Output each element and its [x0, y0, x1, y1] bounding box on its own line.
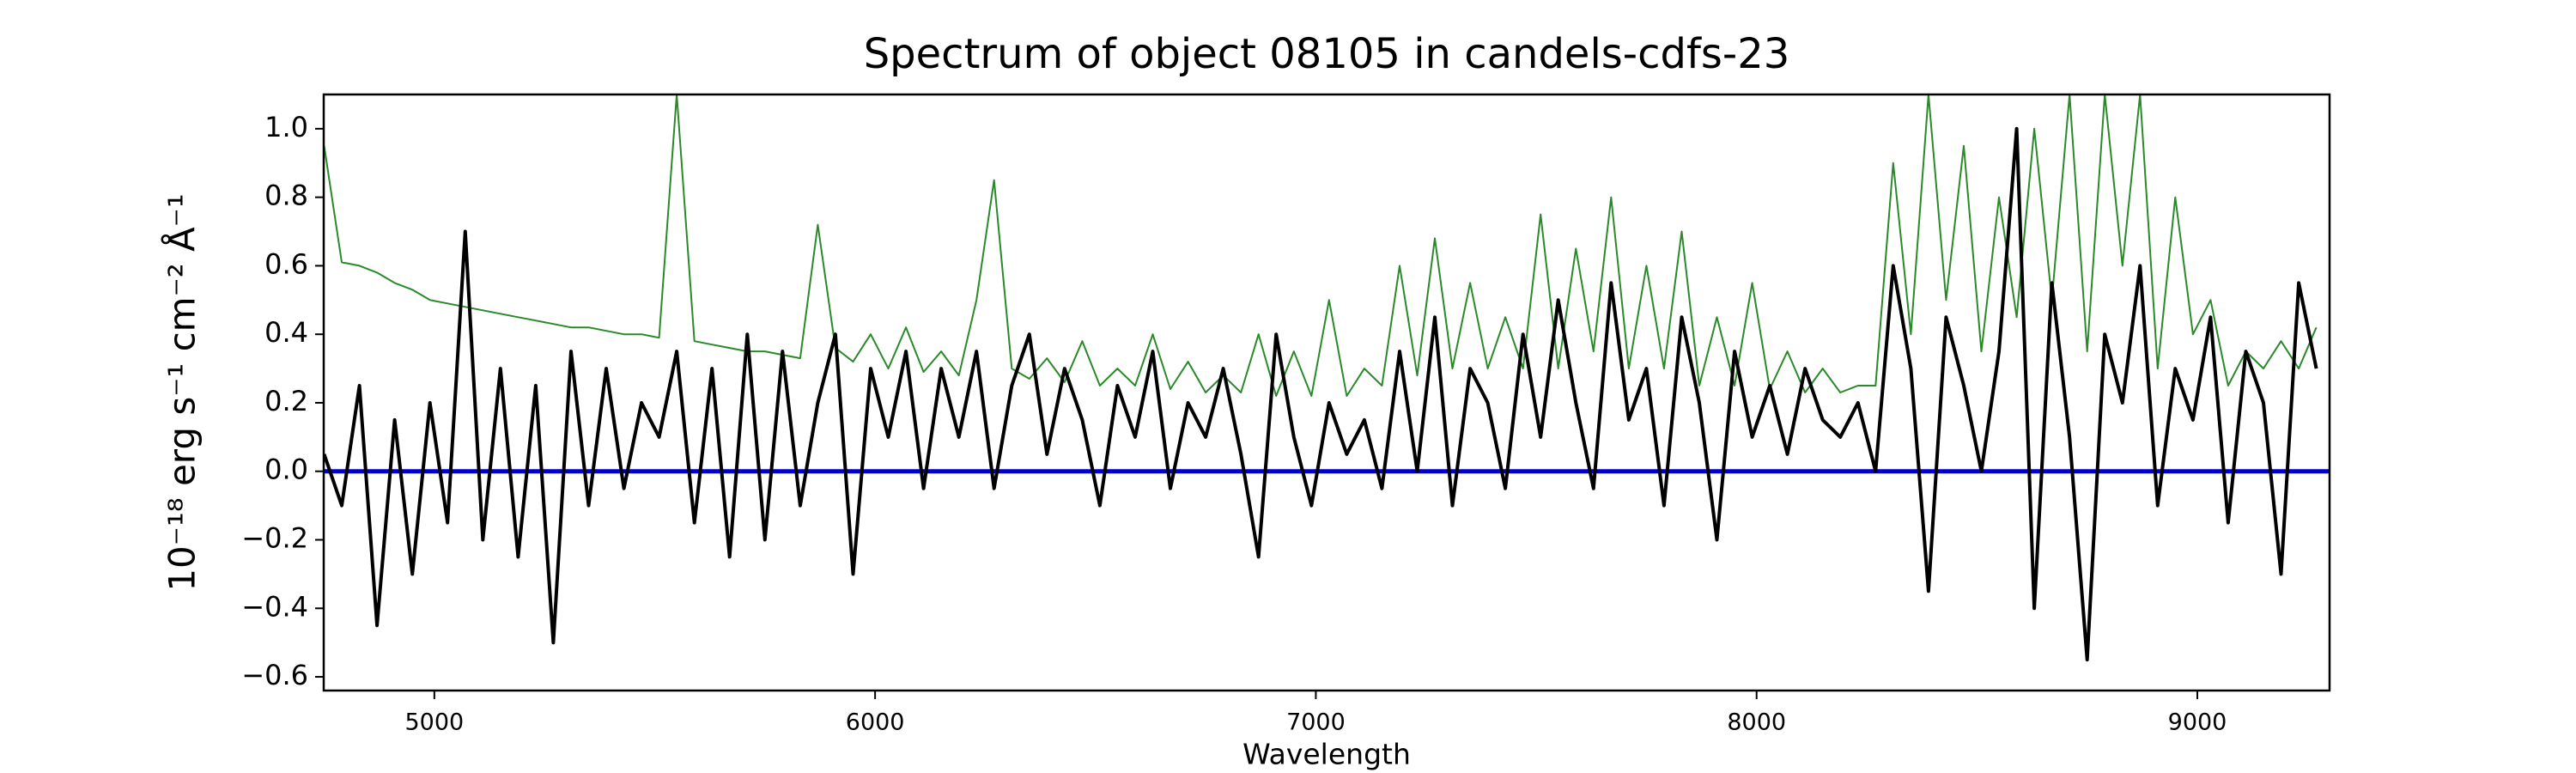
x-tick-label: 8000 — [1727, 709, 1786, 736]
y-tick-label: −0.6 — [241, 659, 308, 691]
x-tick-label: 9000 — [2168, 709, 2227, 736]
plot-area — [324, 94, 2330, 662]
y-tick-label: 0.2 — [264, 385, 308, 417]
x-tick-label: 5000 — [404, 709, 464, 736]
y-tick-label: 0.6 — [264, 247, 308, 280]
y-axis-label: 10⁻¹⁸ erg s⁻¹ cm⁻² Å⁻¹ — [161, 193, 204, 591]
y-tick-label: 1.0 — [264, 111, 308, 143]
chart-title: Spectrum of object 08105 in candels-cdfs… — [864, 30, 1790, 78]
x-tick-label: 7000 — [1286, 709, 1346, 736]
y-tick-label: 0.8 — [264, 180, 308, 212]
plot-frame — [322, 93, 2331, 692]
x-axis-label: Wavelength — [1242, 738, 1411, 771]
spectrum-line — [324, 126, 2318, 662]
spectrum-line — [324, 94, 2318, 397]
y-tick-label: −0.4 — [241, 590, 308, 623]
y-tick-label: −0.2 — [241, 522, 308, 555]
x-tick-label: 6000 — [846, 709, 905, 736]
y-tick-label: 0.4 — [264, 316, 308, 349]
y-tick-label: 0.0 — [264, 453, 308, 486]
